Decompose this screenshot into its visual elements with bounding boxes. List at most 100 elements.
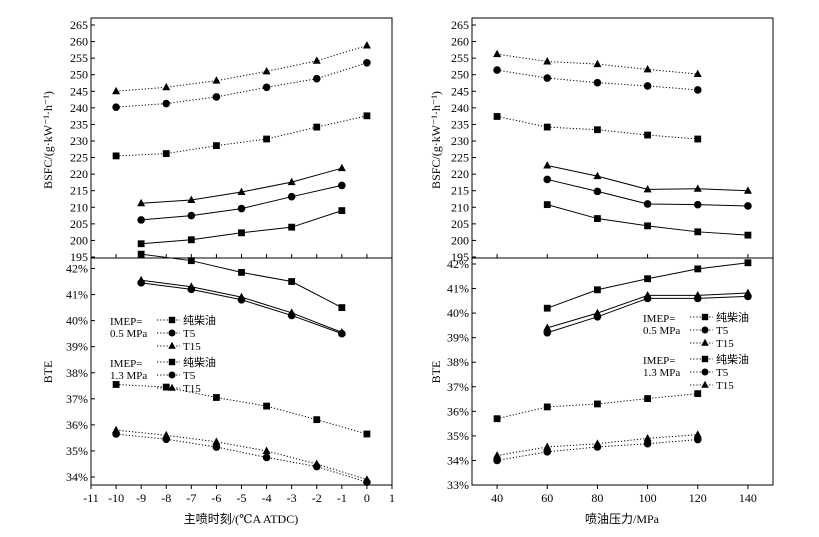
x-tick-label: -9 xyxy=(136,491,146,505)
data-point xyxy=(493,456,501,465)
y-tick-label: 265 xyxy=(451,18,469,32)
data-point xyxy=(543,328,552,337)
legend-marker xyxy=(168,358,176,366)
data-point xyxy=(594,400,601,408)
x-tick-label: -3 xyxy=(287,491,297,505)
data-point xyxy=(213,394,220,401)
y-tick-label: 38% xyxy=(447,355,469,369)
y-tick-label: 240 xyxy=(451,101,469,115)
y-tick-label: 36% xyxy=(447,404,469,418)
data-point xyxy=(287,308,296,316)
data-point xyxy=(212,76,221,84)
legend-marker xyxy=(168,383,176,391)
data-point xyxy=(694,135,702,143)
x-tick-label: -4 xyxy=(262,491,272,505)
data-point xyxy=(543,175,552,184)
legend-entry: 纯柴油 xyxy=(183,355,216,369)
y-tick-label: 215 xyxy=(70,184,88,198)
legend-entry: 纯柴油 xyxy=(716,310,749,324)
data-point xyxy=(187,195,196,203)
legend-marker xyxy=(701,355,709,363)
data-point xyxy=(337,327,346,336)
y-tick-label: 255 xyxy=(451,51,469,65)
data-point xyxy=(137,216,145,224)
legend-load-label: 1.3 MPa xyxy=(643,367,680,379)
data-point xyxy=(493,66,501,74)
y-tick-label: 35% xyxy=(66,444,88,458)
data-point xyxy=(593,171,602,180)
y-tick-label: 195 xyxy=(451,250,469,264)
y-tick-label: 37% xyxy=(447,380,469,394)
data-point xyxy=(543,123,551,131)
legend-entry: T5 xyxy=(716,325,729,337)
y-tick-label: 205 xyxy=(451,217,469,231)
data-point xyxy=(493,415,501,423)
data-point xyxy=(493,451,502,459)
y-tick-label: 40% xyxy=(447,306,469,320)
data-point xyxy=(363,58,371,67)
y-tick-label: 36% xyxy=(66,418,88,432)
data-point xyxy=(263,402,270,410)
x-tick-label: 0 xyxy=(364,491,370,505)
data-point xyxy=(162,430,171,439)
data-point xyxy=(363,112,371,120)
data-point xyxy=(137,198,146,207)
y-tick-label: 240 xyxy=(70,101,88,115)
data-point xyxy=(693,430,702,438)
data-point xyxy=(363,430,371,438)
data-point xyxy=(162,383,170,391)
data-point xyxy=(543,57,552,65)
data-point xyxy=(593,78,602,87)
y-tick-label: 205 xyxy=(70,217,88,231)
legend-entry: T15 xyxy=(716,380,734,392)
right-xlabel: 喷油压力/MPa xyxy=(585,512,660,526)
data-point xyxy=(237,204,246,213)
y-tick-label: 200 xyxy=(70,233,88,247)
data-point xyxy=(643,200,652,208)
legend-load-label: 1.3 MPa xyxy=(110,370,147,382)
y-tick-label: 260 xyxy=(451,35,469,49)
left-xlabel: 主喷时刻/(℃A ATDC) xyxy=(184,512,298,526)
data-point xyxy=(643,82,652,90)
data-point xyxy=(262,446,271,454)
data-point xyxy=(112,425,121,434)
legend-entry: 纯柴油 xyxy=(183,313,216,327)
legend-load-label: IMEP= xyxy=(643,313,675,325)
right-panel-frame xyxy=(471,17,774,486)
series-line xyxy=(116,45,368,92)
x-tick-label: -8 xyxy=(161,491,171,505)
legend-marker xyxy=(168,371,176,379)
y-tick-label: 40% xyxy=(66,314,88,328)
legend-marker xyxy=(168,341,176,349)
legend-marker xyxy=(701,313,709,321)
legend-load-label: IMEP= xyxy=(110,358,142,370)
data-point xyxy=(543,201,551,209)
data-point xyxy=(593,59,602,68)
data-point xyxy=(543,442,552,450)
x-tick-label: 100 xyxy=(639,491,657,505)
data-point xyxy=(543,304,551,312)
data-point xyxy=(162,82,171,91)
data-point xyxy=(338,304,346,311)
x-tick-label: 40 xyxy=(491,491,503,505)
data-point xyxy=(493,113,501,120)
series-line xyxy=(141,282,343,335)
legend-load-label: 0.5 MPa xyxy=(110,328,147,340)
legend-marker xyxy=(168,329,176,337)
legend-marker xyxy=(701,326,709,334)
data-point xyxy=(237,187,246,196)
data-point xyxy=(594,126,601,134)
data-point xyxy=(112,381,120,388)
y-tick-label: 39% xyxy=(447,331,469,345)
data-point xyxy=(137,250,145,258)
data-point xyxy=(594,286,601,294)
data-point xyxy=(693,200,702,209)
data-point xyxy=(187,257,195,265)
data-point xyxy=(312,56,321,64)
right-bottom-ylabel: BTE xyxy=(429,361,443,384)
data-point xyxy=(744,231,752,239)
data-point xyxy=(362,475,371,483)
x-tick-label: 1 xyxy=(389,491,395,505)
